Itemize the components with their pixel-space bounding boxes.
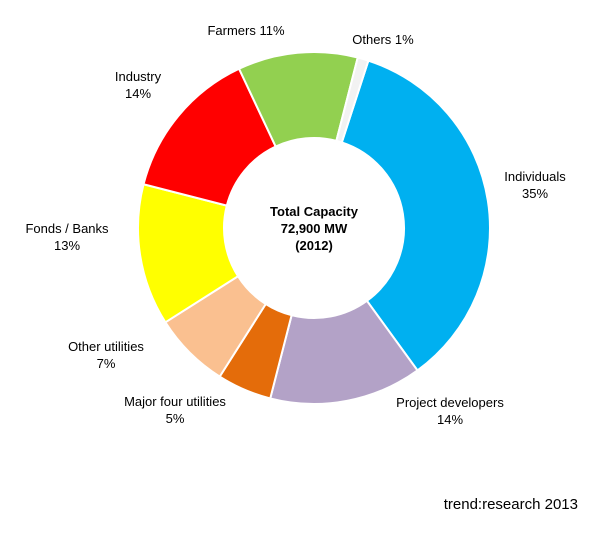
label-project-developers: Project developers 14% xyxy=(396,395,504,427)
center-title: Total Capacity xyxy=(270,204,359,219)
center-capacity: 72,900 MW xyxy=(281,221,348,236)
slice-labels: Individuals 35% Project developers 14% Major… xyxy=(25,23,566,427)
slices xyxy=(137,51,491,405)
center-year: (2012) xyxy=(295,238,333,253)
label-industry: Industry 14% xyxy=(115,69,162,101)
slice-individuals xyxy=(340,59,491,372)
label-farmers: Farmers 11% xyxy=(207,23,284,38)
slice-others xyxy=(335,56,370,144)
source-note: trend:research 2013 xyxy=(443,496,578,513)
label-fonds-banks: Fonds / Banks 13% xyxy=(25,221,109,253)
label-individuals: Individuals 35% xyxy=(504,169,566,201)
label-other-utilities: Other utilities 7% xyxy=(68,339,144,371)
label-others: Others 1% xyxy=(352,32,414,47)
label-major-four-utilities: Major four utilities 5% xyxy=(124,394,226,426)
